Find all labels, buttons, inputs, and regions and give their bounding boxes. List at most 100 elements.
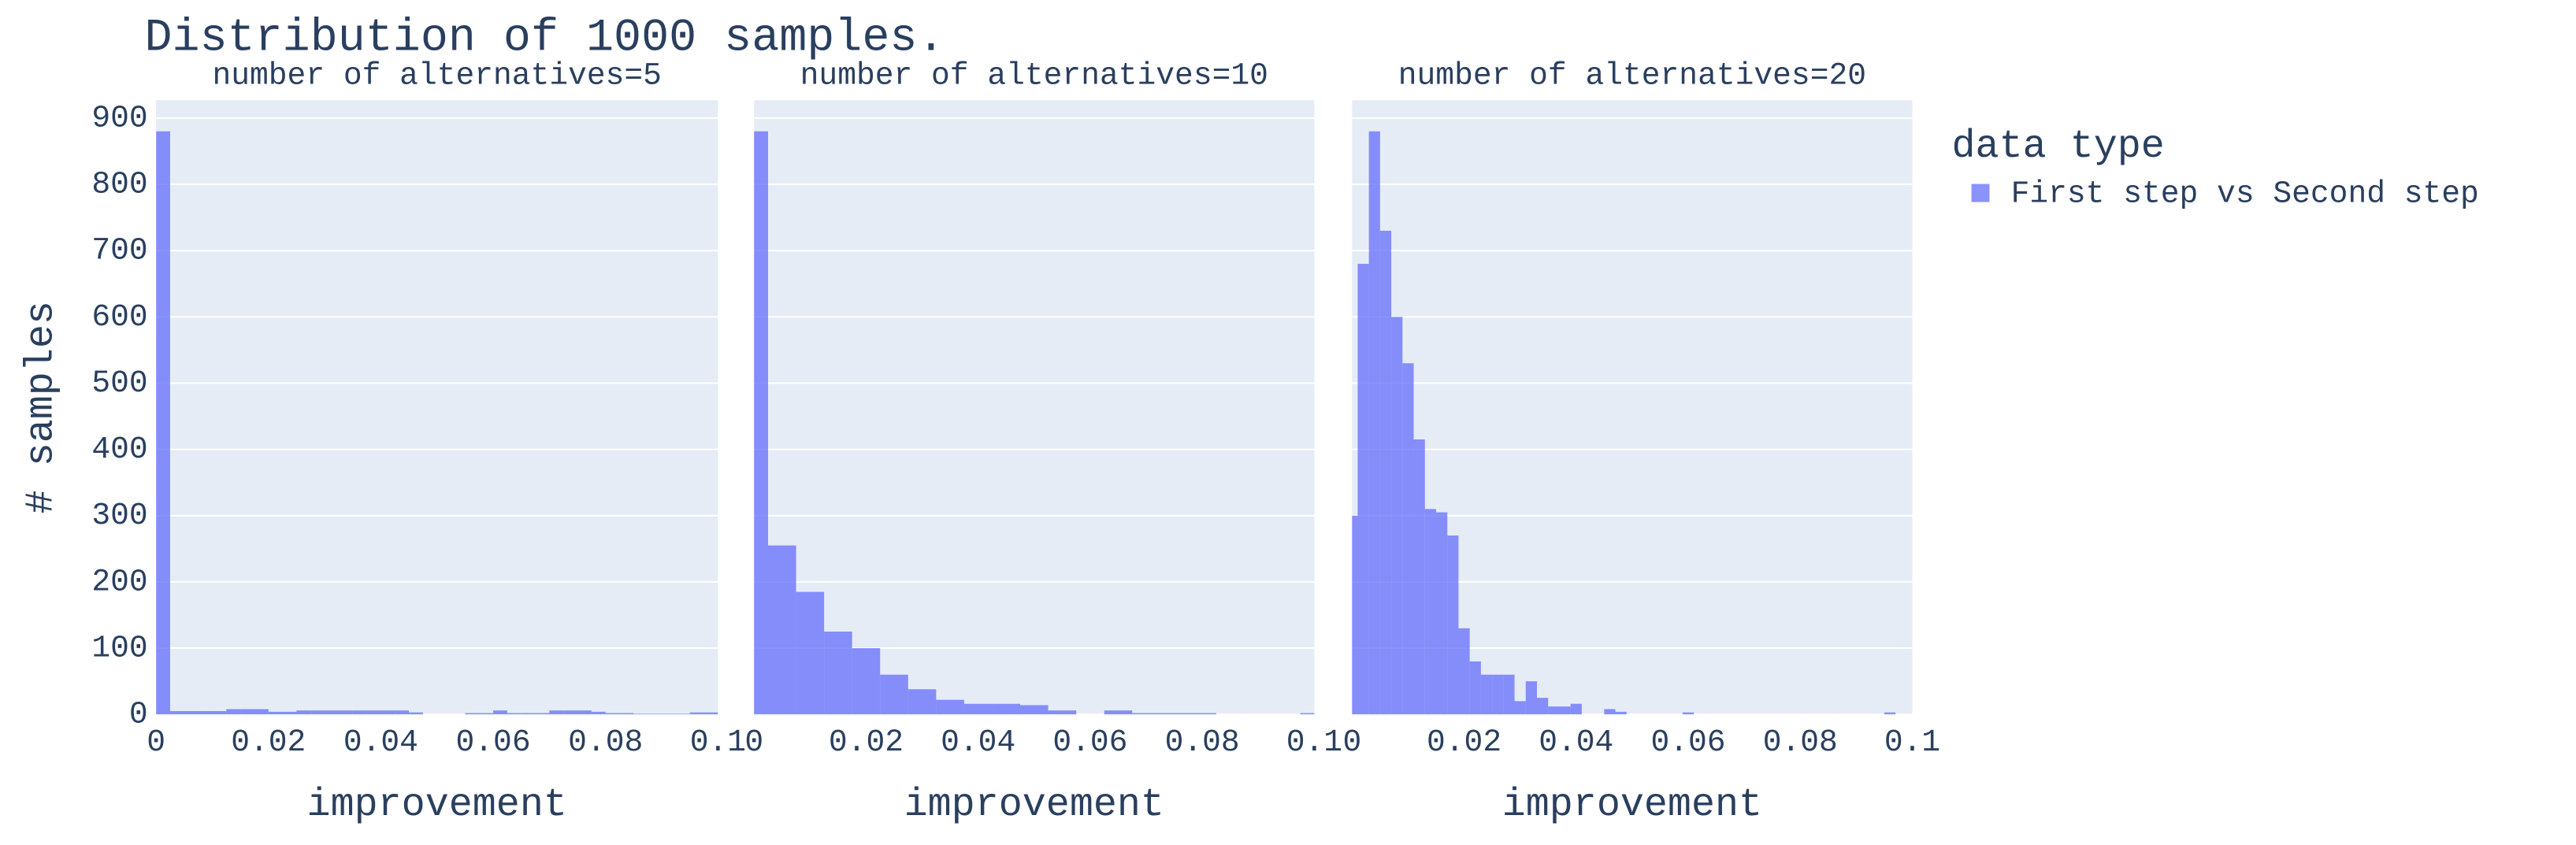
y-tick-label: 400 [91,432,147,467]
plot-area [754,100,1315,715]
bar [254,709,269,715]
bar [395,710,410,715]
bar [689,712,704,715]
y-tick-label: 200 [91,564,147,599]
bar [619,713,634,715]
bar [1458,628,1470,715]
bar [1525,681,1538,715]
bar [1480,674,1493,715]
bar [1559,706,1571,715]
bar [549,710,564,715]
bar [1682,712,1694,715]
bar [1447,536,1459,715]
bar [465,713,480,715]
bar [1160,713,1189,715]
bar [1188,713,1216,715]
bar [563,710,578,715]
bar [852,648,881,715]
bar [310,710,325,715]
bar [675,713,690,715]
bar [963,703,993,715]
bar [240,709,254,715]
bar [521,713,536,715]
facet-title: number of alternatives=5 [212,57,661,93]
facet-title: number of alternatives=20 [1398,57,1866,93]
bar [212,710,227,715]
bar [1503,674,1515,715]
bar [198,710,213,715]
y-tick-label: 500 [91,365,147,401]
bar [754,131,769,715]
bar [380,710,395,715]
bar [648,713,663,715]
bar [908,689,937,715]
bar [366,710,381,715]
bar [1368,131,1380,715]
bar [268,711,283,715]
bar [282,711,297,715]
facet-title: number of alternatives=10 [800,57,1268,93]
y-tick-label: 100 [91,631,147,666]
bars [754,131,1315,715]
bar [1537,698,1549,715]
bar [1379,230,1392,715]
x-tick-label: 0.08 [568,725,643,760]
bar [1048,710,1077,715]
bar [169,710,184,715]
x-tick-label: 0.1 [1884,725,1940,760]
x-tick-label: 0.02 [829,725,904,760]
bar [507,713,522,715]
x-tick-label: 0.02 [231,725,306,760]
bar [1402,363,1414,715]
bar [1570,703,1582,715]
bar [824,632,852,715]
bar [338,710,353,715]
x-axis-label: improvement [904,783,1164,828]
x-tick-label: 0.1 [1286,725,1342,760]
x-tick-label: 0 [1342,725,1361,760]
bars [1352,131,1896,715]
y-tick-label: 600 [91,299,147,335]
x-tick-label: 0.08 [1165,725,1240,760]
bar [703,712,718,715]
bar [409,712,423,715]
bar [493,710,507,715]
bar [1104,710,1133,715]
y-axis-label: # samples [19,301,64,513]
bar [1884,712,1896,715]
bar [591,711,606,715]
bar [156,131,170,715]
chart-title: Distribution of 1000 samples. [145,11,945,64]
plot-area [156,100,718,715]
bar [1391,317,1403,715]
bar [1436,512,1448,715]
x-axis-label: improvement [307,783,567,828]
bar [1615,711,1627,715]
bar [577,710,592,715]
x-tick-label: 0.08 [1763,725,1838,760]
bars [156,131,718,715]
bar [1492,674,1504,715]
bar [796,591,825,715]
bar [936,699,964,715]
y-tick-label: 0 [129,697,148,732]
x-tick-label: 0.04 [941,725,1015,760]
x-tick-label: 0.02 [1427,725,1501,760]
bar [1413,439,1425,715]
x-tick-label: 0 [744,725,763,760]
bar [992,703,1021,715]
bar [1132,713,1160,715]
bar [226,709,241,715]
y-tick-label: 900 [91,100,147,135]
x-tick-label: 0.04 [343,725,418,760]
bar [1424,509,1437,715]
bar [605,713,620,715]
legend-label: First step vs Second step [2011,176,2479,212]
bar [1469,661,1481,715]
bar [662,713,676,715]
bar [1357,264,1369,715]
legend-swatch [1971,183,1990,202]
x-tick-label: 0.04 [1539,725,1613,760]
bar [633,713,648,715]
